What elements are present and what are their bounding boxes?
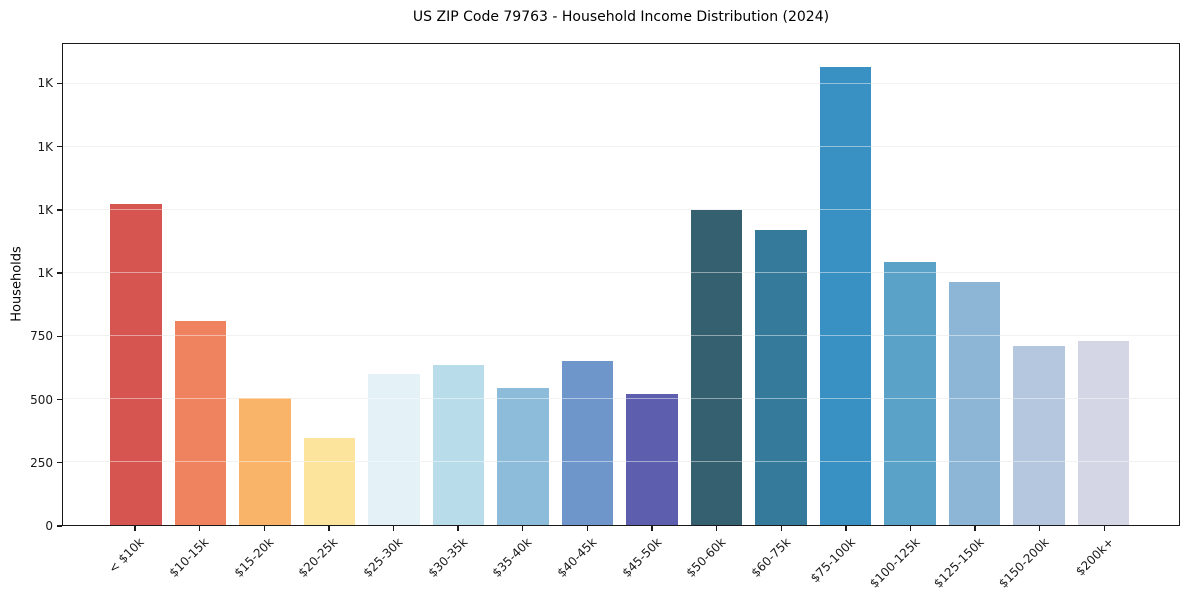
y-tick-label: 250 xyxy=(30,455,53,470)
y-tick-mark xyxy=(57,525,62,527)
x-tick-mark xyxy=(651,526,653,531)
y-tick-label: 750 xyxy=(30,329,53,344)
bar-6075k xyxy=(755,230,807,525)
y-tick-label: 1K xyxy=(37,76,53,91)
y-tick-mark xyxy=(57,145,62,148)
bar-1015k xyxy=(174,321,227,525)
x-tick-label: $60-75k xyxy=(748,535,794,580)
x-tick-label: < $10k xyxy=(106,535,147,576)
x-tick-mark xyxy=(457,526,459,531)
x-tick-label: $125-150k xyxy=(931,535,987,591)
bar-10k xyxy=(110,203,162,525)
chart-title: US ZIP Code 79763 - Household Income Dis… xyxy=(412,9,830,25)
bar-4550k xyxy=(626,394,678,525)
x-tick-label: $10-15k xyxy=(166,535,212,580)
y-tick-mark xyxy=(57,82,62,85)
bar-75100k xyxy=(819,66,872,525)
x-tick-label: $20-25k xyxy=(295,535,341,580)
y-tick-mark xyxy=(57,462,62,464)
gridline-overlay-250 xyxy=(63,461,1179,463)
bar-4045k xyxy=(561,361,614,525)
x-tick-mark xyxy=(328,526,330,531)
y-tick-label: 1K xyxy=(37,266,53,281)
x-tick-label: $25-30k xyxy=(360,535,406,580)
y-tick-label: 500 xyxy=(30,392,53,407)
bar-3540k xyxy=(497,387,549,525)
gridline-500 xyxy=(63,398,1179,400)
gridline-overlay-1500 xyxy=(63,146,1179,148)
bar-200k+ xyxy=(1077,341,1130,525)
x-tick-label: $100-125k xyxy=(866,535,923,591)
bar-100125k xyxy=(884,261,936,525)
x-tick-mark xyxy=(586,526,589,531)
gridline-overlay-1750 xyxy=(63,83,1179,85)
x-tick-mark xyxy=(134,526,136,531)
x-tick-label: $40-45k xyxy=(554,535,600,580)
y-tick-mark xyxy=(57,398,62,401)
y-tick-mark xyxy=(57,209,62,211)
x-tick-label: $30-35k xyxy=(425,535,471,580)
x-tick-mark xyxy=(909,526,912,531)
x-tick-mark xyxy=(392,526,395,531)
y-tick-mark xyxy=(57,272,62,274)
x-tick-label: $45-50k xyxy=(619,535,664,580)
gridline-1500 xyxy=(63,146,1179,148)
gridline-overlay-500 xyxy=(63,398,1179,400)
x-tick-mark xyxy=(845,526,847,531)
gridline-overlay-1250 xyxy=(63,209,1179,211)
bar-125150k xyxy=(948,281,1001,525)
gridline-overlay-1000 xyxy=(63,272,1179,274)
x-tick-mark xyxy=(974,526,976,531)
gridline-1000 xyxy=(63,272,1179,274)
bar-150200k xyxy=(1013,346,1065,525)
x-tick-mark xyxy=(780,526,782,531)
gridline-1250 xyxy=(63,209,1179,211)
x-tick-label: $200k+ xyxy=(1072,535,1117,579)
y-tick-label: 0 xyxy=(45,519,53,533)
y-tick-label: 1K xyxy=(37,202,53,217)
x-tick-mark xyxy=(522,526,524,531)
gridline-250 xyxy=(63,461,1179,463)
x-tick-mark xyxy=(715,526,718,531)
x-tick-mark xyxy=(1038,526,1041,531)
bar-5060k xyxy=(690,210,743,525)
x-tick-label: $150-200k xyxy=(995,535,1052,591)
plot-area xyxy=(62,43,1180,526)
y-tick-label: 1K xyxy=(37,139,53,154)
x-tick-label: $75-100k xyxy=(807,535,858,586)
gridline-1750 xyxy=(63,83,1179,85)
bar-2025k xyxy=(303,438,356,525)
x-tick-label: $35-40k xyxy=(489,535,535,580)
gridline-overlay-750 xyxy=(63,335,1179,337)
x-tick-mark xyxy=(263,526,265,531)
x-tick-mark xyxy=(198,526,201,531)
y-axis-label: Households xyxy=(9,246,25,322)
y-tick-mark xyxy=(57,335,62,338)
x-tick-label: $15-20k xyxy=(231,535,277,580)
x-tick-label: $50-60k xyxy=(683,535,729,580)
bar-3035k xyxy=(432,365,485,525)
x-tick-mark xyxy=(1103,526,1105,531)
bar-2530k xyxy=(368,373,420,525)
bar-1520k xyxy=(239,397,291,525)
gridline-750 xyxy=(63,335,1179,337)
